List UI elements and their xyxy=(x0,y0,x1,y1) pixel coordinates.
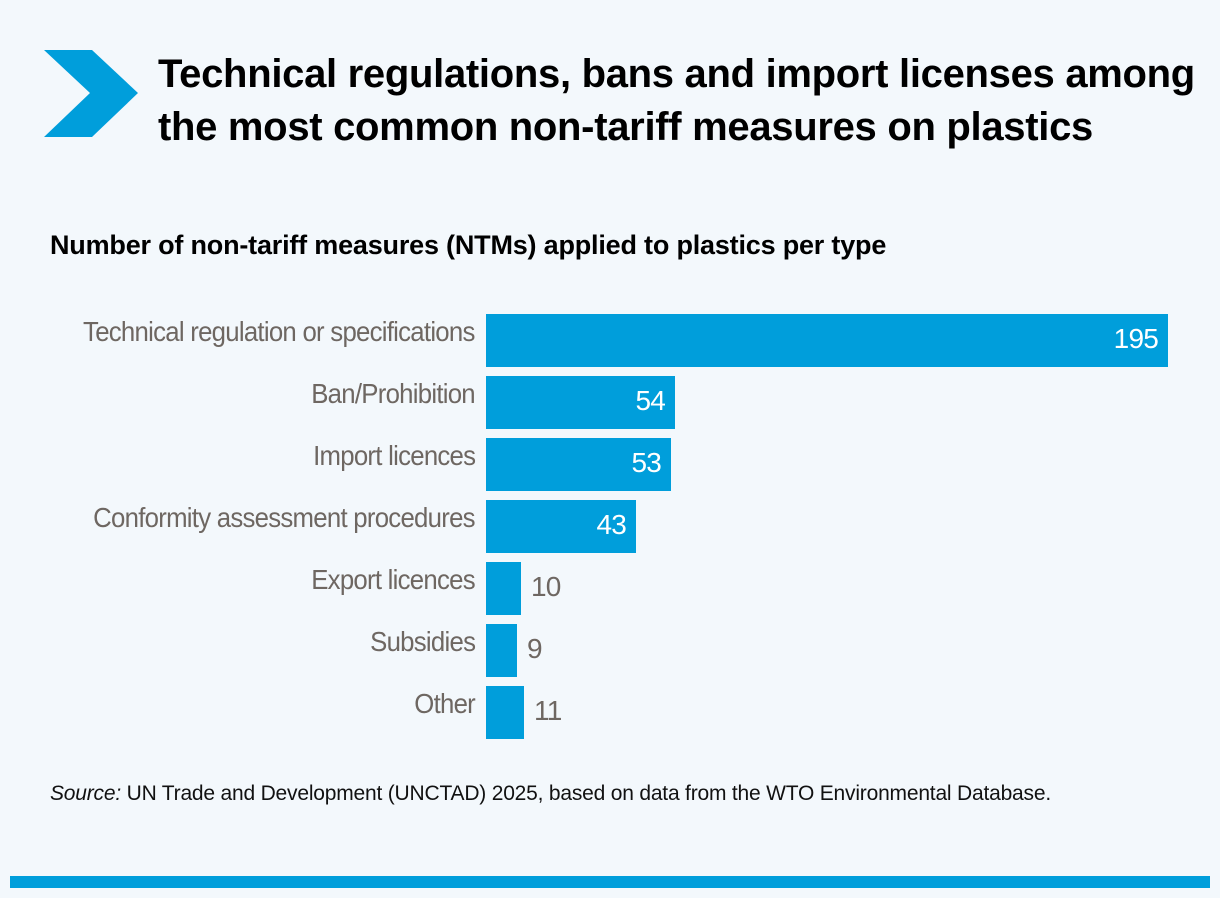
chevron-right-icon xyxy=(44,50,138,137)
category-label: Import licences xyxy=(312,440,476,471)
value-label: 11 xyxy=(534,695,562,726)
bar-row: Other 11 xyxy=(0,686,1220,739)
bar: 53 xyxy=(486,438,671,491)
bar xyxy=(486,624,517,677)
value-label: 9 xyxy=(527,633,543,664)
bar: 43 xyxy=(486,500,636,553)
value-label: 195 xyxy=(1113,323,1159,354)
source-note: Source: UN Trade and Development (UNCTAD… xyxy=(50,780,1110,808)
source-text: UN Trade and Development (UNCTAD) 2025, … xyxy=(120,782,1052,805)
bar: 195 xyxy=(486,314,1168,367)
category-label: Export licences xyxy=(311,564,475,595)
chart-title: Technical regulations, bans and import l… xyxy=(158,52,1195,149)
category-label: Other xyxy=(414,688,475,719)
category-label: Subsidies xyxy=(369,626,476,657)
source-prefix: Source: xyxy=(50,782,121,805)
category-label: Technical regulation or specifications xyxy=(83,316,475,347)
value-label: 43 xyxy=(596,509,626,540)
footer-accent-bar xyxy=(10,876,1210,888)
category-label: Conformity assessment procedures xyxy=(93,502,475,533)
value-label: 10 xyxy=(531,571,561,602)
value-label: 53 xyxy=(631,447,661,478)
chart-subtitle: Number of non-tariff measures (NTMs) app… xyxy=(50,230,887,260)
bar: 54 xyxy=(486,376,675,429)
category-label: Ban/Prohibition xyxy=(311,378,475,409)
bar-row: Technical regulation or specifications 19… xyxy=(0,314,1220,367)
bar-row: Export licences 10 xyxy=(0,562,1220,615)
bar-row: Subsidies 9 xyxy=(0,624,1220,677)
bar xyxy=(486,686,524,739)
bar-row: Import licences 53 xyxy=(0,438,1220,491)
value-label: 54 xyxy=(635,385,665,416)
bar-row: Ban/Prohibition 54 xyxy=(0,376,1220,429)
bar-row: Conformity assessment procedures 43 xyxy=(0,500,1220,553)
bar xyxy=(486,562,521,615)
